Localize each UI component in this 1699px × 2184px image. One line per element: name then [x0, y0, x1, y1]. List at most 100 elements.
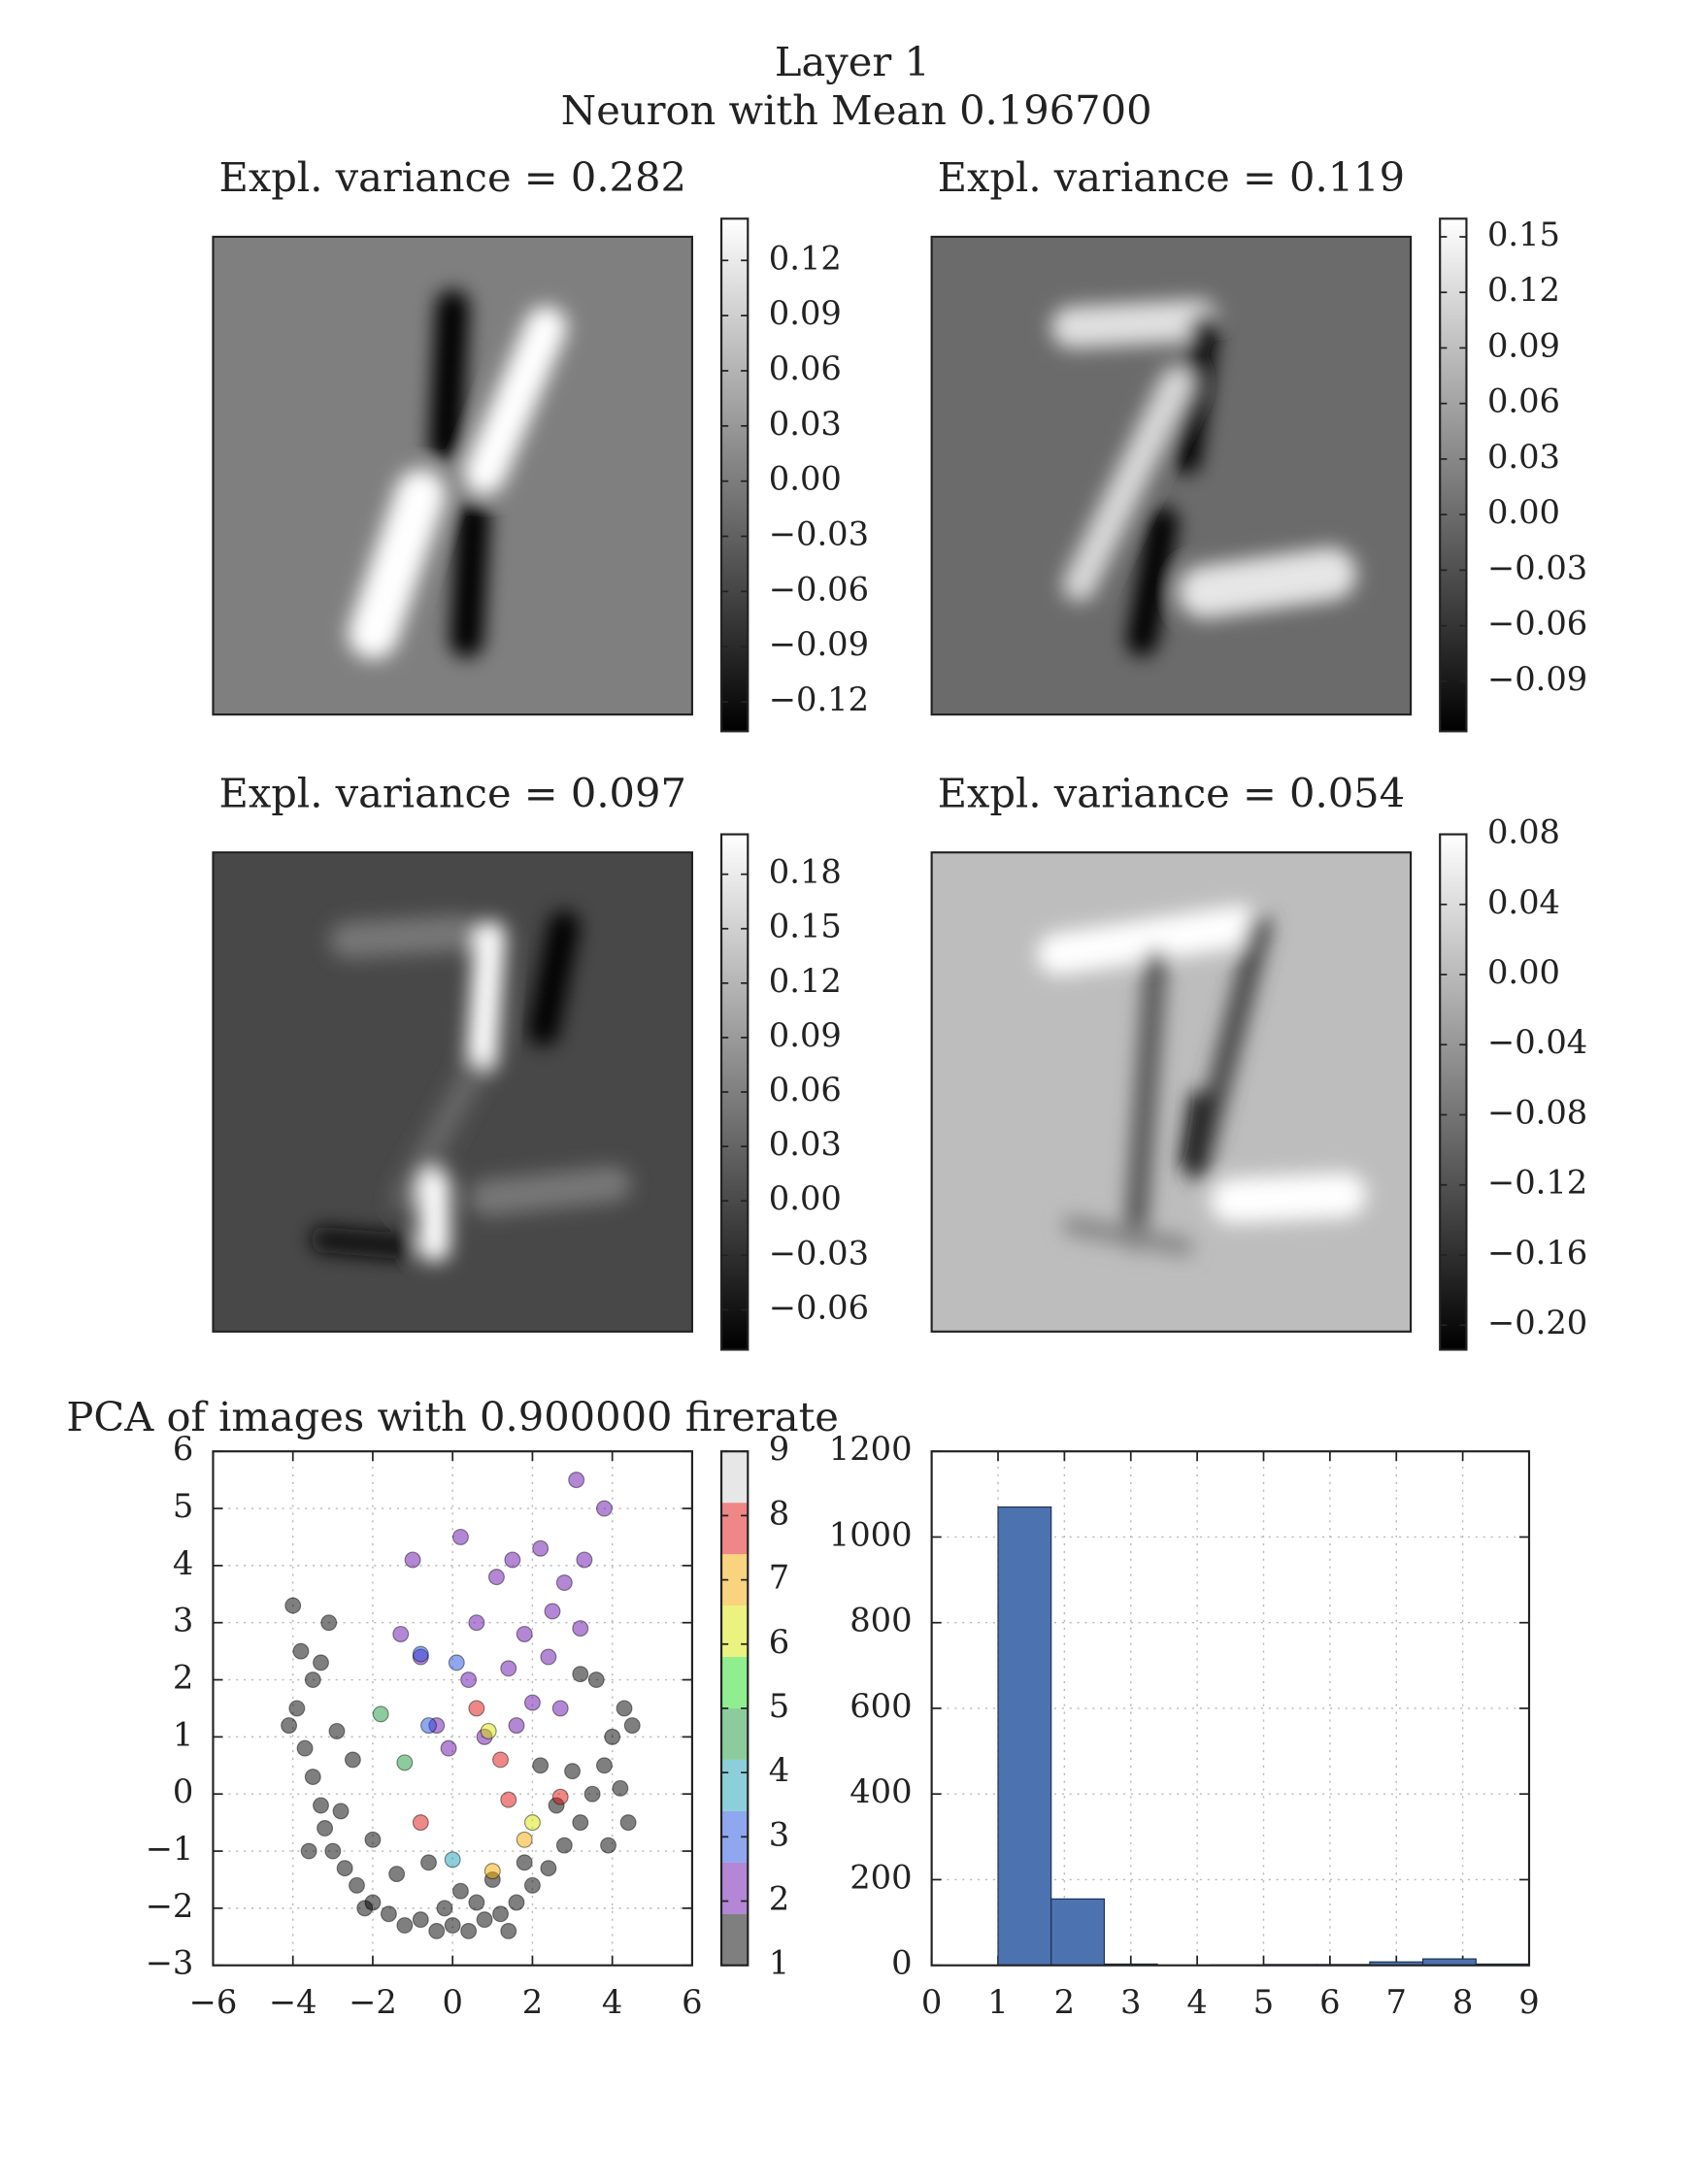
point [292, 1642, 310, 1660]
colorbar-tick-label: 0.06 [1487, 382, 1560, 420]
colorbar-tick-label: −0.04 [1487, 1023, 1587, 1061]
point [320, 1614, 338, 1632]
point [500, 1791, 517, 1808]
y-tick-label: 0 [891, 1944, 912, 1982]
colorbar-tick-label: 0.03 [769, 405, 842, 443]
colorbar-tick-label: 0.12 [769, 239, 842, 277]
colorbar-tick-label: 0.03 [1487, 438, 1560, 476]
point [380, 1905, 397, 1923]
image-frame [212, 235, 693, 716]
point [619, 1814, 637, 1832]
point [576, 1551, 593, 1569]
point [444, 1917, 461, 1934]
point [540, 1860, 557, 1877]
point [396, 1754, 414, 1771]
bar [997, 1506, 1052, 1967]
colorbar-tick-label: 0.12 [1487, 271, 1560, 309]
point [516, 1831, 533, 1848]
y-tick-label: 400 [850, 1772, 912, 1810]
y-tick-label: 1000 [829, 1515, 913, 1553]
y-tick-label: −2 [146, 1887, 194, 1925]
y-tick-label: 6 [173, 1430, 193, 1468]
point [492, 1751, 509, 1769]
point [476, 1911, 493, 1929]
image-art [213, 236, 692, 715]
point [568, 1472, 585, 1489]
point [440, 1739, 457, 1757]
point [523, 1876, 541, 1894]
point [412, 1645, 429, 1663]
colorbar-band [721, 1657, 749, 1708]
point [332, 1803, 350, 1820]
y-tick-label: 1 [173, 1715, 193, 1753]
x-tick-label: −2 [349, 1983, 397, 2021]
figure-title: Layer 1 [775, 38, 930, 85]
x-tick-label: 6 [682, 1983, 702, 2021]
image-art [213, 852, 692, 1332]
point [532, 1539, 550, 1557]
point [304, 1671, 321, 1689]
point [364, 1831, 382, 1848]
bar [1050, 1898, 1105, 1967]
panel-title: Expl. variance = 0.282 [218, 153, 685, 201]
point [516, 1854, 533, 1871]
colorbar-tick-label: 4 [769, 1751, 789, 1789]
point [349, 1876, 365, 1894]
point [460, 1671, 478, 1689]
x-tick-label: 7 [1386, 1983, 1407, 2021]
point [451, 1529, 469, 1545]
point [336, 1860, 353, 1877]
point [468, 1894, 485, 1911]
point [587, 1671, 605, 1689]
point [324, 1842, 342, 1860]
colorbar-tick-label: 0.00 [769, 1179, 842, 1217]
x-tick-label: −6 [189, 1983, 238, 2021]
point [281, 1717, 298, 1735]
point [372, 1705, 389, 1723]
point [468, 1614, 485, 1632]
point [500, 1660, 517, 1677]
y-tick-label: 3 [173, 1602, 193, 1639]
colorbar-tick-label: 0.09 [1487, 326, 1560, 364]
point [296, 1739, 314, 1757]
y-tick-label: −3 [146, 1944, 194, 1982]
x-tick-label: 2 [1054, 1983, 1075, 2021]
colorbar-band [721, 1451, 749, 1504]
colorbar-band [721, 1707, 749, 1760]
colorbar-tick-label: 0.00 [1487, 493, 1560, 531]
point [551, 1788, 569, 1805]
axes-frame [212, 1450, 693, 1967]
point [604, 1728, 621, 1745]
y-tick-label: 800 [850, 1602, 912, 1639]
point [572, 1666, 589, 1683]
y-tick-label: 2 [173, 1659, 193, 1697]
colorbar-tick-label: 2 [769, 1880, 789, 1918]
colorbar-band [721, 1759, 749, 1811]
panel-title: PCA of images with 0.900000 firerate [66, 1393, 839, 1440]
colorbar-tick-label: −0.20 [1487, 1304, 1587, 1341]
x-tick-label: 0 [921, 1983, 942, 2021]
point [288, 1700, 306, 1717]
point [428, 1922, 446, 1939]
point [523, 1694, 541, 1711]
point [344, 1751, 361, 1769]
point [420, 1717, 437, 1735]
point [516, 1626, 533, 1642]
colorbar-frame [1439, 833, 1468, 1351]
colorbar-tick-label: −0.03 [1487, 548, 1587, 586]
x-tick-label: 6 [1319, 1983, 1340, 2021]
point [328, 1723, 346, 1739]
colorbar-tick-label: −0.08 [1487, 1093, 1587, 1131]
point [300, 1842, 317, 1860]
colorbar-tick-label: 9 [769, 1430, 789, 1468]
point [612, 1779, 629, 1797]
colorbar-tick-label: 5 [769, 1687, 789, 1725]
point [396, 1917, 414, 1934]
point [540, 1648, 557, 1666]
point [572, 1814, 589, 1832]
colorbar-tick-label: −0.09 [769, 625, 869, 663]
point [468, 1700, 485, 1717]
point [388, 1866, 406, 1883]
point [460, 1922, 478, 1939]
